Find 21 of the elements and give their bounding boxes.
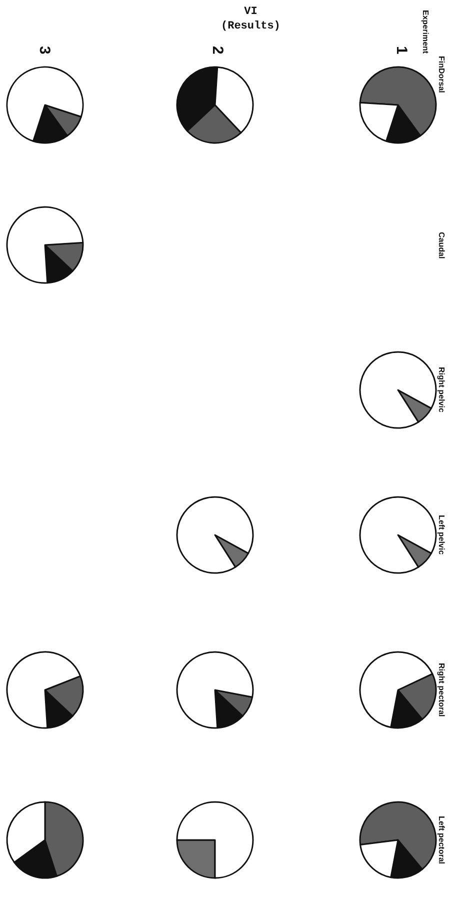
text: 2 bbox=[209, 46, 226, 54]
text: 1 bbox=[393, 46, 410, 54]
text: Fin bbox=[437, 56, 446, 68]
pie-slice bbox=[176, 651, 254, 729]
text: Left pectoral bbox=[437, 816, 446, 864]
text: Dorsal bbox=[437, 68, 446, 93]
text: 3 bbox=[36, 46, 53, 54]
pie-slice bbox=[6, 206, 84, 284]
text: Right pelvic bbox=[437, 367, 446, 413]
text: Right pectoral bbox=[437, 663, 446, 717]
text: VI (Results) bbox=[221, 6, 280, 32]
pie-slice bbox=[359, 496, 437, 574]
text: Caudal bbox=[437, 232, 446, 259]
pie-slice bbox=[359, 351, 437, 429]
pie-slice bbox=[6, 651, 82, 729]
pie-slice bbox=[359, 651, 434, 728]
text: Experiment bbox=[421, 10, 430, 54]
pie-slice bbox=[176, 801, 254, 879]
pie-slice bbox=[6, 66, 84, 142]
text: Left pelvic bbox=[437, 515, 446, 556]
pie-slice bbox=[176, 496, 254, 574]
